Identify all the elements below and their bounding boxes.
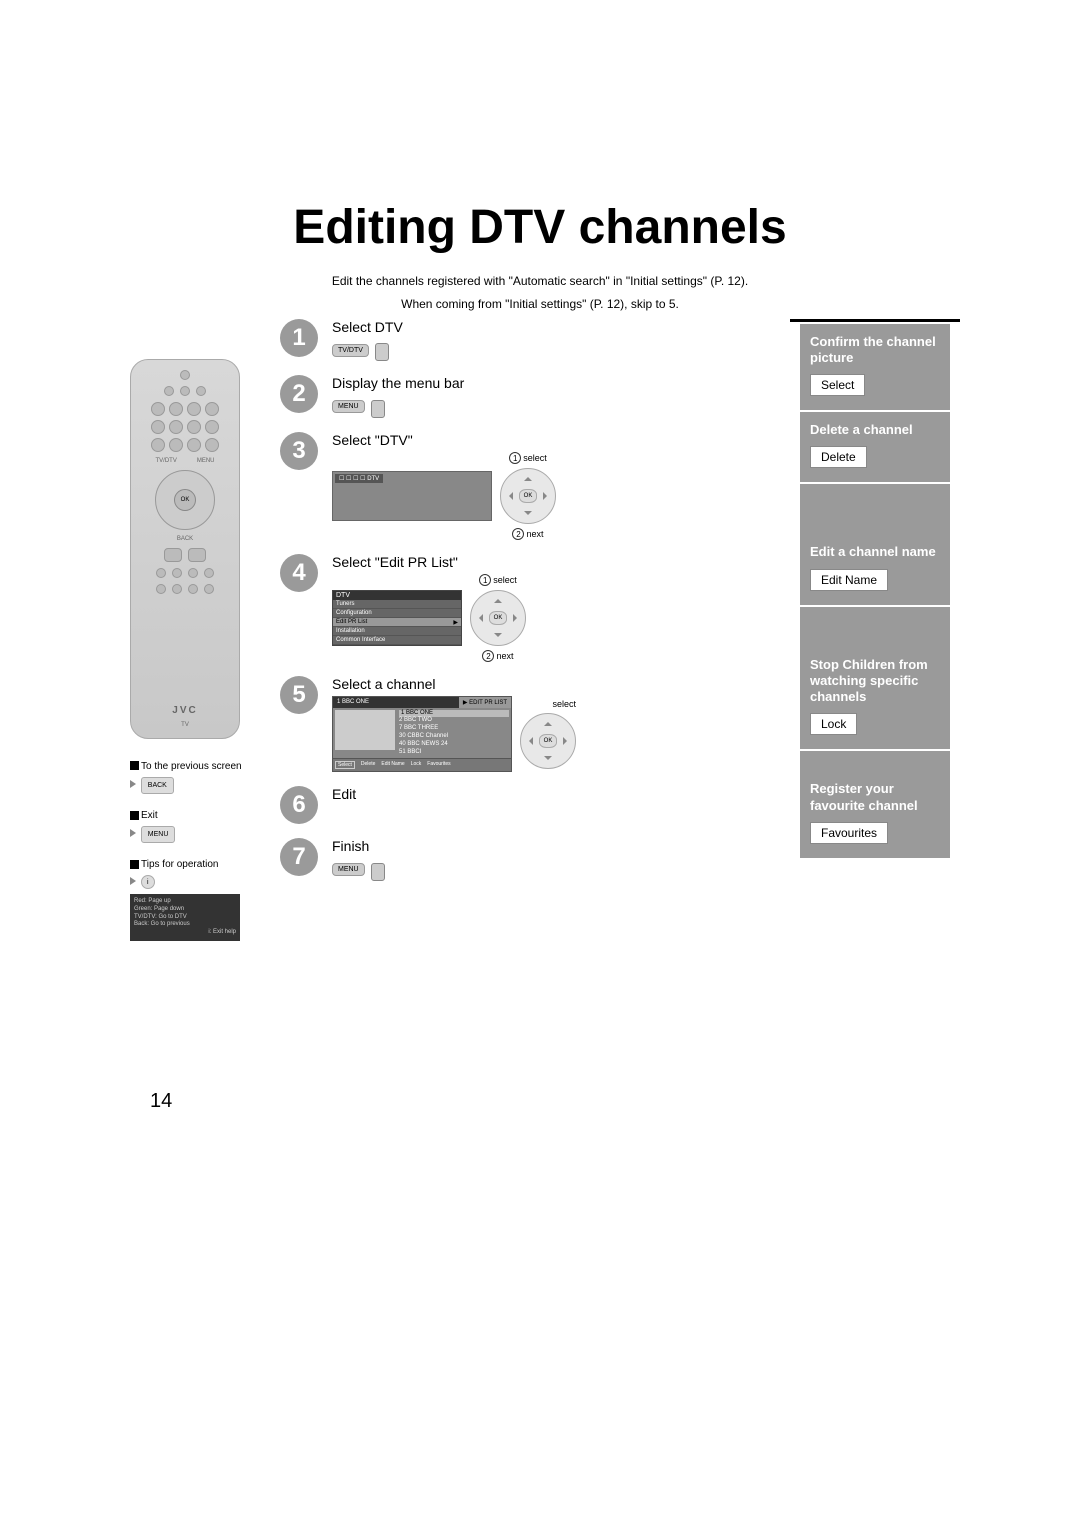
tips-box: Red: Page up Green: Page down TV/DTV: Go… (130, 894, 240, 941)
page-number: 14 (150, 1090, 172, 1113)
step-title: Display the menu bar (332, 375, 792, 391)
side-delete: Delete a channel Delete (800, 410, 950, 482)
page-title: Editing DTV channels (130, 200, 950, 255)
remote-ok-button: OK (174, 489, 196, 511)
dtv-screen: ☐ ☐ ☐ ☐ DTV (332, 471, 492, 521)
remote-control: TV/DTV MENU OK BACK JVC TV (130, 359, 240, 739)
step-title: Finish (332, 838, 792, 854)
step-number: 1 (280, 319, 318, 357)
step-7: 7 Finish MENU (280, 838, 792, 881)
arrow-icon (130, 780, 136, 788)
step-number: 2 (280, 375, 318, 413)
tvdtv-button: TV/DTV (332, 344, 369, 357)
step-number: 6 (280, 786, 318, 824)
step-6: 6 Edit (280, 786, 792, 824)
step-number: 7 (280, 838, 318, 876)
delete-button: Delete (810, 446, 867, 468)
step-4: 4 Select "Edit PR List" DTV Tuners Confi… (280, 554, 792, 662)
step-title: Select a channel (332, 676, 792, 692)
side-favourites: Register your favourite channel Favourit… (800, 749, 950, 858)
remote-tvdtv-label: TV/DTV (155, 458, 176, 464)
dpad-diagram: OK (470, 590, 526, 646)
edit-name-button: Edit Name (810, 569, 888, 591)
remote-back-label: BACK (177, 536, 193, 542)
remote-dpad: OK (155, 470, 215, 530)
side-edit-name: Edit a channel name Edit Name (800, 482, 950, 604)
remote-tv-label: TV (181, 722, 189, 728)
arrow-icon (130, 829, 136, 837)
step-number: 3 (280, 432, 318, 470)
menu-button: MENU (332, 863, 365, 876)
channel-thumbnail (335, 710, 395, 750)
back-minibutton: BACK (141, 777, 174, 794)
menu-minibutton: MENU (141, 826, 176, 843)
intro-line-1: Edit the channels registered with "Autom… (130, 273, 950, 290)
hand-icon (371, 339, 389, 361)
note-exit-title: Exit (141, 810, 158, 821)
sidebar: Confirm the channel picture Select Delet… (800, 319, 950, 858)
manual-page: Editing DTV channels Edit the channels r… (130, 200, 950, 955)
pr-list-panel: 1 BBC ONE ▶ EDIT PR LIST 1 BBC ONE 2 BBC… (332, 696, 512, 773)
remote-brand: JVC (172, 705, 197, 716)
steps-column: 1 Select DTV TV/DTV 2 Display the menu b… (270, 319, 792, 895)
remote-menu-label: MENU (197, 458, 215, 464)
step-title: Select DTV (332, 319, 792, 335)
side-confirm: Confirm the channel picture Select (800, 322, 950, 411)
step-number: 4 (280, 554, 318, 592)
step-3: 3 Select "DTV" ☐ ☐ ☐ ☐ DTV 1select OK (280, 432, 792, 540)
menu-selected-row: Edit PR List ▶ (333, 618, 461, 627)
step-title: Edit (332, 786, 792, 802)
dpad-diagram: OK (500, 468, 556, 524)
menu-button: MENU (332, 400, 365, 413)
remote-column: TV/DTV MENU OK BACK JVC TV To the previo… (130, 319, 270, 955)
hand-icon (367, 859, 385, 881)
dtv-menu-panel: DTV Tuners Configuration Edit PR List ▶ … (332, 590, 462, 646)
step-5: 5 Select a channel 1 BBC ONE ▶ EDIT PR L… (280, 676, 792, 773)
remote-notes: To the previous screen BACK Exit MENU Ti… (130, 759, 270, 941)
info-icon: i (141, 875, 155, 889)
select-button: Select (810, 374, 865, 396)
favourites-button: Favourites (810, 822, 888, 844)
lock-button: Lock (810, 713, 857, 735)
step-title: Select "Edit PR List" (332, 554, 792, 570)
dpad-diagram: OK (520, 713, 576, 769)
side-lock: Stop Children from watching specific cha… (800, 605, 950, 750)
step-title: Select "DTV" (332, 432, 792, 448)
arrow-icon (130, 877, 136, 885)
step-1: 1 Select DTV TV/DTV (280, 319, 792, 362)
step-number: 5 (280, 676, 318, 714)
hand-icon (367, 396, 385, 418)
intro-line-2: When coming from "Initial settings" (P. … (130, 296, 950, 313)
step-2: 2 Display the menu bar MENU (280, 375, 792, 418)
note-tips-title: Tips for operation (141, 859, 218, 870)
note-prev-title: To the previous screen (141, 761, 242, 772)
